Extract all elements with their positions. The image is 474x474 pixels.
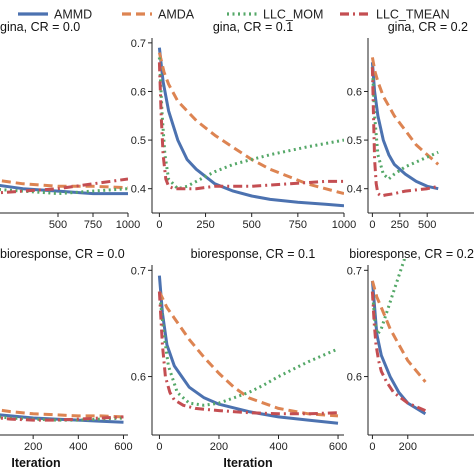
x-axis-label: Iteration xyxy=(11,456,60,470)
y-tick-label: 0.4 xyxy=(347,184,362,196)
y-tick-label: 0.7 xyxy=(131,38,146,50)
axes: 0 200 0.6 0.7 xyxy=(347,265,474,453)
x-axis-label: Iteration xyxy=(223,456,272,470)
y-tick-label: 0.6 xyxy=(131,86,146,98)
x-tick-label: 200 xyxy=(210,441,228,453)
panel-5: bioresponse, CR = 0.1 0 200 400 600 0.6 0.7 Ite… xyxy=(131,247,348,470)
y-tick-label: 0.6 xyxy=(131,372,146,384)
axes: 500 750 1000 xyxy=(0,212,140,231)
series-line-ammd xyxy=(370,62,439,191)
x-tick-label: 600 xyxy=(114,441,132,453)
x-tick-label: 0 xyxy=(156,219,162,231)
x-tick-label: 500 xyxy=(418,219,436,231)
x-tick-label: 500 xyxy=(243,219,261,231)
x-tick-label: 750 xyxy=(84,219,102,231)
axes: 0 250 500 0.4 0.5 0.6 xyxy=(347,38,474,231)
legend-label-amda: AMDA xyxy=(158,8,195,22)
series-line-ammd xyxy=(157,275,339,425)
panel-1: gina, CR = 0.0 500 750 1000 xyxy=(0,20,140,231)
panel-title: gina, CR = 0.0 xyxy=(0,20,80,34)
axes: 0 200 400 600 0.6 0.7 xyxy=(131,265,347,453)
series-line-llc_tmean xyxy=(370,291,426,412)
x-tick-label: 0 xyxy=(156,441,162,453)
legend-label-llc_mom: LLC_MOM xyxy=(263,8,323,22)
panel-title: gina, CR = 0.2 xyxy=(388,20,468,34)
panel-title: bioresponse, CR = 0.2 xyxy=(349,247,474,261)
series-line-amda xyxy=(158,290,339,418)
y-tick-label: 0.7 xyxy=(131,265,146,277)
series-line-llc_mom xyxy=(157,57,344,191)
x-tick-label: 1000 xyxy=(332,219,356,231)
panel-4: bioresponse, CR = 0.0 200 400 600 Iteration xyxy=(0,247,133,470)
y-tick-label: 0.5 xyxy=(131,135,146,147)
legend-label-ammd: AMMD xyxy=(54,8,92,22)
x-tick-label: 1000 xyxy=(116,219,140,231)
series-line-llc_mom xyxy=(157,291,339,407)
series-line-llc_tmean xyxy=(0,177,128,195)
legend-label-llc_tmean: LLC_TMEAN xyxy=(376,8,450,22)
series-line-amda xyxy=(370,280,427,383)
x-tick-label: 200 xyxy=(24,441,42,453)
x-tick-label: 200 xyxy=(399,441,417,453)
x-tick-label: 750 xyxy=(289,219,307,231)
legend: AMMD AMDA LLC_MOM LLC_TMEAN xyxy=(18,8,450,22)
panel-2: gina, CR = 0.1 0 250 500 750 1000 0.4 0.5 0.6 0.7 xyxy=(131,20,357,231)
y-tick-label: 0.6 xyxy=(347,372,362,384)
series-line-amda xyxy=(0,179,128,190)
panel-6: bioresponse, CR = 0.2 0 200 0.6 0.7 xyxy=(347,247,474,453)
chart-panels: gina, CR = 0.0 500 750 1000 gina, CR = 0.1 0 2… xyxy=(0,20,474,470)
series-line-amda xyxy=(370,57,440,166)
series-line-llc_tmean xyxy=(370,67,439,198)
x-tick-label: 400 xyxy=(69,441,87,453)
y-tick-label: 0.7 xyxy=(347,265,362,277)
x-tick-label: 600 xyxy=(329,441,347,453)
panel-title: gina, CR = 0.1 xyxy=(213,20,293,34)
panel-3: gina, CR = 0.2 0 250 500 0.4 0.5 0.6 xyxy=(347,20,474,231)
panel-title: bioresponse, CR = 0.1 xyxy=(191,247,316,261)
x-tick-label: 0 xyxy=(369,219,375,231)
axes: 200 400 600 xyxy=(0,434,133,453)
series-line-llc_mom xyxy=(370,259,407,336)
panel-title: bioresponse, CR = 0.0 xyxy=(0,247,125,261)
series-line-amda xyxy=(157,52,344,196)
series-line-llc_tmean xyxy=(157,291,339,416)
x-tick-label: 500 xyxy=(49,219,67,231)
series-line-amda xyxy=(0,408,124,419)
series-line-llc_tmean xyxy=(157,62,344,191)
x-tick-label: 250 xyxy=(391,219,409,231)
x-tick-label: 400 xyxy=(269,441,287,453)
y-tick-label: 0.5 xyxy=(347,135,362,147)
y-tick-label: 0.4 xyxy=(131,184,146,196)
x-tick-label: 0 xyxy=(369,441,375,453)
x-tick-label: 250 xyxy=(196,219,214,231)
series-line-llc_mom xyxy=(370,67,439,181)
axes: 0 250 500 750 1000 0.4 0.5 0.6 0.7 xyxy=(131,38,357,231)
series-line-ammd xyxy=(157,47,344,208)
series-line-llc_mom xyxy=(0,187,128,196)
series-line-llc_tmean xyxy=(0,415,124,422)
y-tick-label: 0.6 xyxy=(347,86,362,98)
series-line-ammd xyxy=(0,183,128,196)
